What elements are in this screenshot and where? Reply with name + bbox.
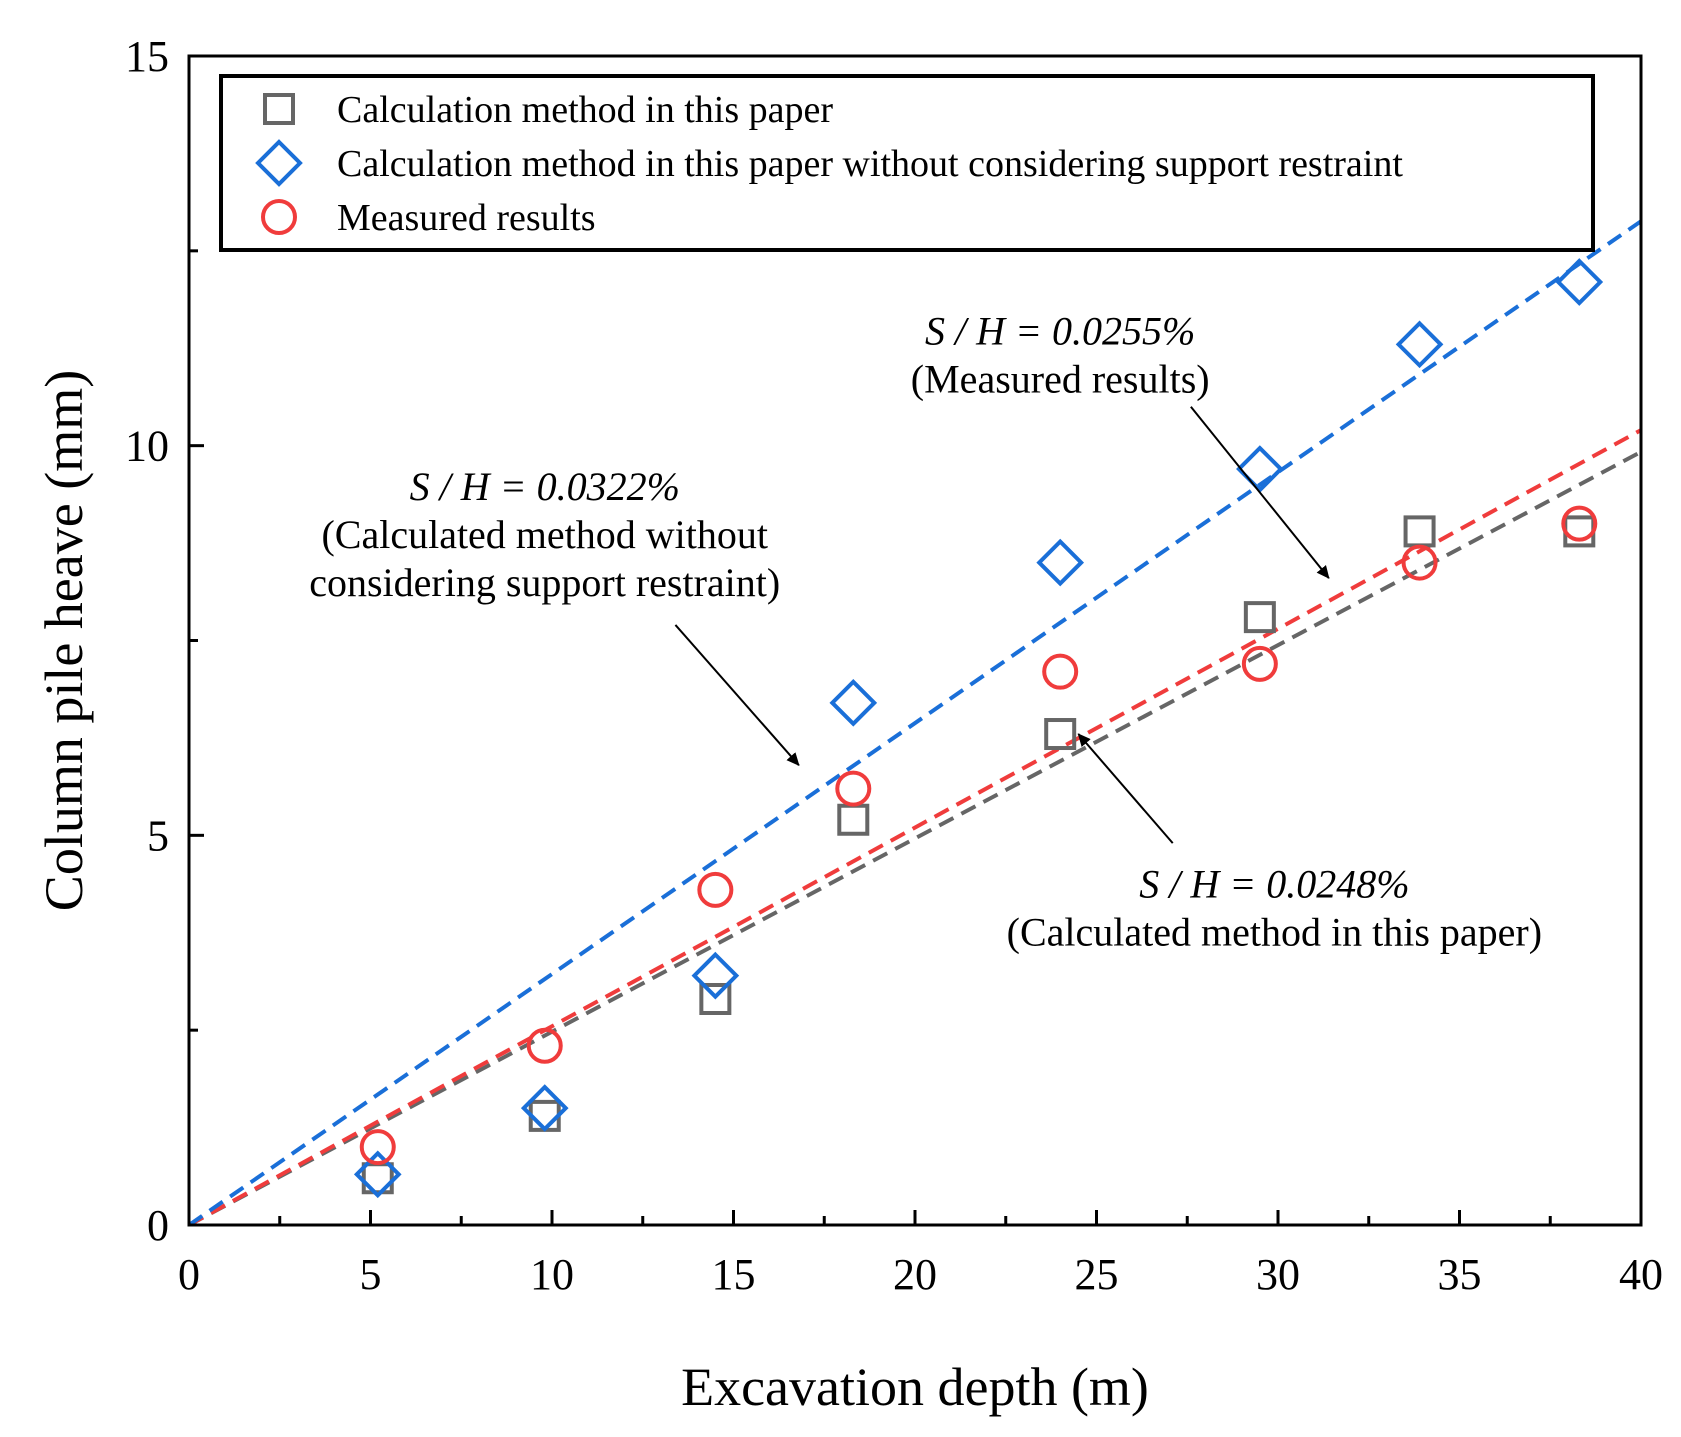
annotation: S / H = 0.0248%(Calculated method in thi… xyxy=(1007,733,1542,955)
trend-line-diamond xyxy=(189,219,1641,1225)
series-circle xyxy=(359,505,1598,1166)
annotation-line: (Measured results) xyxy=(911,356,1210,401)
point-diamond xyxy=(353,1150,402,1199)
point-circle xyxy=(526,1027,563,1064)
y-tick-label: 10 xyxy=(125,422,169,471)
x-tick-label: 25 xyxy=(1075,1250,1119,1299)
x-tick-label: 10 xyxy=(530,1250,574,1299)
point-diamond xyxy=(1395,320,1444,369)
legend-marker-diamond xyxy=(255,139,303,187)
y-tick-label: 5 xyxy=(147,811,169,860)
point-diamond xyxy=(829,679,878,727)
annotation-line: considering support restraint) xyxy=(309,560,780,605)
x-tick-label: 30 xyxy=(1256,1250,1300,1299)
point-square xyxy=(1243,601,1276,634)
x-tick-label: 20 xyxy=(893,1250,937,1299)
series-diamond xyxy=(353,258,1604,1199)
annotation-equation: S / H = 0.0322% xyxy=(410,464,680,509)
legend-item: Calculation method in this paper xyxy=(263,89,833,131)
point-circle xyxy=(359,1129,396,1166)
legend-label: Measured results xyxy=(337,197,596,239)
legend-item: Calculation method in this paper without… xyxy=(255,139,1403,187)
point-diamond xyxy=(691,951,740,1000)
legend-label: Calculation method in this paper xyxy=(337,89,833,131)
legend: Calculation method in this paper Calculat… xyxy=(219,74,1595,252)
annotation-line: (Calculated method in this paper) xyxy=(1007,910,1542,955)
trend-line-circle xyxy=(189,428,1641,1225)
point-square xyxy=(1044,718,1077,751)
point-circle xyxy=(1042,653,1079,690)
x-tick-label: 35 xyxy=(1438,1250,1482,1299)
x-tick-label: 15 xyxy=(712,1250,756,1299)
point-square xyxy=(699,982,732,1015)
point-circle xyxy=(1401,544,1438,581)
legend-label: Calculation method in this paper without… xyxy=(337,143,1403,185)
y-tick-label: 15 xyxy=(125,32,169,81)
y-axis-title: Column pile heave (mm) xyxy=(34,370,94,911)
point-diamond xyxy=(1236,445,1284,493)
point-square xyxy=(528,1099,561,1132)
point-circle xyxy=(1241,645,1278,682)
point-circle xyxy=(1561,505,1598,542)
annotation: S / H = 0.0255%(Measured results) xyxy=(911,308,1330,579)
annotation: S / H = 0.0322%(Calculated method withou… xyxy=(309,464,800,766)
x-axis-title: Excavation depth (m) xyxy=(681,1357,1149,1417)
legend-box xyxy=(219,74,1595,252)
annotation-arrow xyxy=(1190,406,1330,579)
annotation-equation: S / H = 0.0255% xyxy=(925,308,1195,353)
annotation-equation: S / H = 0.0248% xyxy=(1139,862,1409,907)
trend-lines xyxy=(189,219,1641,1225)
point-square xyxy=(837,803,870,836)
point-diamond xyxy=(520,1084,569,1132)
axes: 0 5 10 15 20 25 30 35 40 0 5 10 15 xyxy=(125,32,1663,1299)
legend-marker-circle xyxy=(261,199,297,235)
y-tick-label: 0 xyxy=(147,1201,169,1250)
annotation-arrow xyxy=(1077,733,1174,844)
point-circle xyxy=(697,871,734,908)
point-diamond xyxy=(1555,258,1604,306)
annotation-line: (Calculated method without xyxy=(321,512,768,557)
x-tick-label: 40 xyxy=(1619,1250,1663,1299)
point-square xyxy=(1403,515,1436,548)
point-diamond xyxy=(1036,538,1085,587)
x-tick-label: 5 xyxy=(360,1250,382,1299)
legend-marker-square xyxy=(263,93,295,125)
point-circle xyxy=(835,770,872,807)
data-marks xyxy=(353,258,1604,1199)
annotations: S / H = 0.0322%(Calculated method withou… xyxy=(309,308,1542,954)
annotation-arrow xyxy=(674,624,800,766)
x-tick-label: 0 xyxy=(178,1250,200,1299)
legend-item: Measured results xyxy=(261,197,596,239)
